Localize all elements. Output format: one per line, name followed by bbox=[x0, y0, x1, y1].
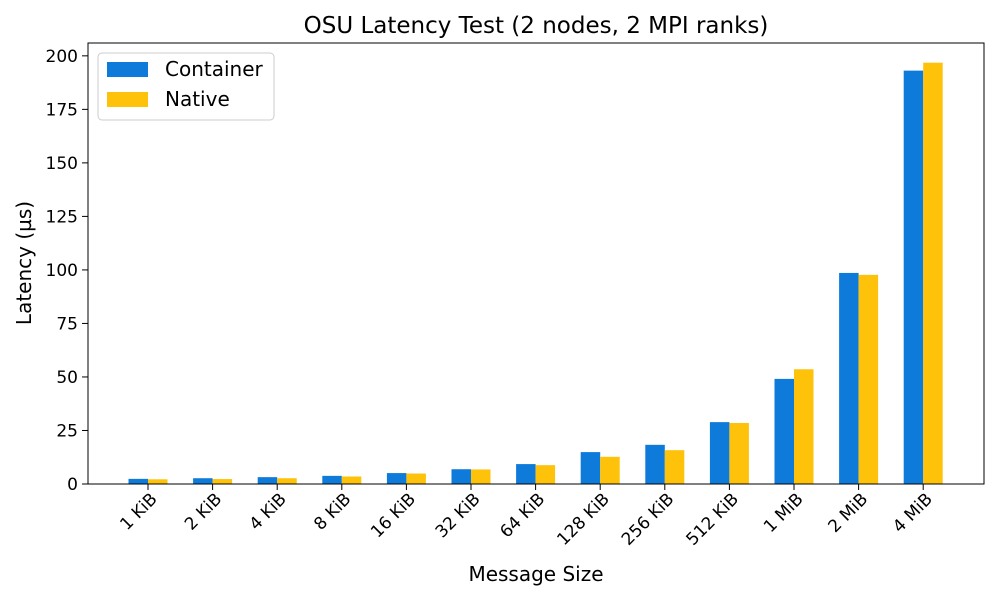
x-tick-label-9: 512 KiB bbox=[683, 489, 743, 549]
x-tick-label-2: 4 KiB bbox=[246, 489, 291, 534]
bar-native-2 bbox=[277, 478, 297, 484]
bar-container-5 bbox=[451, 469, 471, 484]
x-tick-label-12: 4 MiB bbox=[889, 489, 937, 537]
bar-container-9 bbox=[709, 422, 730, 484]
bar-container-12 bbox=[903, 70, 924, 484]
legend-swatch-native bbox=[107, 92, 148, 107]
bar-native-9 bbox=[729, 422, 749, 484]
bar-container-0 bbox=[128, 478, 148, 484]
x-tick-label-1: 2 KiB bbox=[181, 489, 226, 534]
bar-native-5 bbox=[471, 469, 491, 484]
y-tick-label-0: 0 bbox=[67, 475, 78, 495]
bar-container-11 bbox=[839, 272, 859, 484]
bar-container-1 bbox=[193, 478, 213, 484]
chart-title: OSU Latency Test (2 nodes, 2 MPI ranks) bbox=[304, 13, 769, 39]
y-tick-label-4: 100 bbox=[46, 261, 78, 281]
y-axis-label: Latency (µs) bbox=[12, 201, 36, 325]
bar-native-12 bbox=[923, 62, 943, 485]
y-tick-label-2: 50 bbox=[56, 368, 78, 388]
bar-native-3 bbox=[341, 476, 362, 484]
x-tick-label-10: 1 MiB bbox=[760, 489, 808, 537]
bar-native-7 bbox=[600, 456, 620, 484]
legend: Container Native bbox=[97, 52, 275, 121]
bar-native-8 bbox=[664, 450, 685, 484]
legend-label-native: Native bbox=[165, 87, 230, 111]
x-tick-label-7: 128 KiB bbox=[553, 489, 613, 549]
bars-group bbox=[128, 62, 943, 485]
bar-container-2 bbox=[257, 477, 278, 484]
bar-container-10 bbox=[774, 378, 794, 484]
bar-container-4 bbox=[386, 473, 407, 484]
y-tick-label-1: 25 bbox=[56, 421, 78, 441]
bar-container-7 bbox=[580, 452, 601, 484]
x-tick-label-0: 1 KiB bbox=[116, 489, 161, 534]
bar-native-0 bbox=[148, 479, 168, 484]
bar-native-10 bbox=[794, 369, 814, 484]
x-tick-label-5: 32 KiB bbox=[432, 489, 485, 542]
y-tick-label-3: 75 bbox=[56, 314, 78, 334]
y-tick-label-6: 150 bbox=[46, 154, 78, 174]
legend-swatch-container bbox=[107, 62, 148, 77]
bar-container-6 bbox=[516, 464, 536, 484]
x-tick-label-6: 64 KiB bbox=[496, 489, 549, 542]
y-tick-label-8: 200 bbox=[46, 47, 78, 67]
x-tick-label-3: 8 KiB bbox=[310, 489, 355, 534]
y-tick-label-7: 175 bbox=[46, 100, 78, 120]
y-tick-label-5: 125 bbox=[46, 207, 78, 227]
bar-container-8 bbox=[645, 444, 665, 484]
bar-container-3 bbox=[322, 475, 342, 484]
bar-native-1 bbox=[212, 479, 233, 484]
x-axis-label: Message Size bbox=[468, 562, 603, 586]
bar-native-6 bbox=[535, 465, 556, 484]
x-tick-label-4: 16 KiB bbox=[367, 489, 420, 542]
bar-native-11 bbox=[858, 274, 879, 484]
bar-native-4 bbox=[406, 473, 426, 484]
legend-label-container: Container bbox=[165, 57, 264, 81]
plot-frame bbox=[87, 42, 985, 485]
x-tick-label-11: 2 MiB bbox=[825, 489, 873, 537]
x-axis: 1 KiB 2 KiB 4 KiB 8 KiB 16 KiB 32 KiB 64 KiB 12… bbox=[116, 484, 937, 550]
x-tick-label-8: 256 KiB bbox=[618, 489, 678, 549]
y-axis: 0 25 50 75 100 125 150 175 200 bbox=[46, 47, 88, 495]
